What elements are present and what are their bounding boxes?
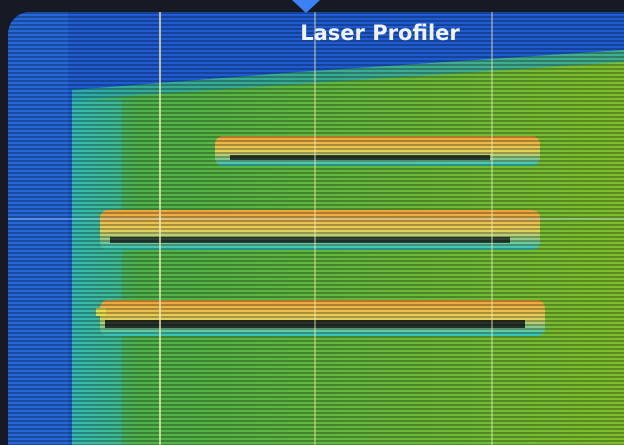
scan-image [8,12,624,445]
title: Laser Profiler [300,21,460,45]
scan-lines [8,12,624,445]
marker [292,0,320,13]
